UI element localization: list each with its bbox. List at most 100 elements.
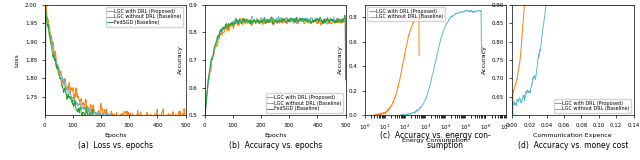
Text: (b)  Accuracy vs. epochs: (b) Accuracy vs. epochs [228,141,322,150]
LGC with DRL (Proposed) [508,114,516,116]
LGC without DRL (Baseline) [339,19,346,20]
LGC with DRL (Proposed) [118,115,125,116]
LGC with DRL (Proposed) [627,4,635,6]
FedSGD (Baseline) [316,16,324,18]
Text: (d)  Accuracy vs. money cost: (d) Accuracy vs. money cost [518,141,628,150]
Y-axis label: Accuracy: Accuracy [481,46,486,74]
FedSGD (Baseline) [42,10,49,12]
LGC without DRL (Baseline) [317,20,324,22]
LGC with DRL (Proposed) [630,4,637,6]
FedSGD (Baseline) [201,114,209,116]
LGC with DRL (Proposed) [608,4,616,6]
LGC with DRL (Proposed) [277,20,285,22]
LGC with DRL (Proposed) [371,114,379,116]
LGC with DRL (Proposed) [371,114,379,116]
LGC with DRL (Proposed) [109,114,116,116]
FedSGD (Baseline) [157,121,164,123]
Line: LGC with DRL (Proposed): LGC with DRL (Proposed) [512,5,634,115]
LGC without DRL (Baseline) [542,4,550,6]
LGC without DRL (Baseline) [109,117,116,119]
LGC with DRL (Proposed) [388,102,396,104]
Line: FedSGD (Baseline): FedSGD (Baseline) [205,15,346,115]
Y-axis label: Loss: Loss [14,53,19,67]
LGC with DRL (Proposed) [285,20,292,22]
LGC with DRL (Proposed) [567,4,575,6]
LGC with DRL (Proposed) [316,22,324,24]
Y-axis label: Accuracy: Accuracy [338,46,343,74]
LGC without DRL (Baseline) [269,17,276,19]
Legend: LGC with DRL (Proposed), LGC without DRL (Baseline), FedSGD (Baseline): LGC with DRL (Proposed), LGC without DRL… [266,93,343,113]
LGC without DRL (Baseline) [424,93,431,95]
Legend: LGC with DRL (Proposed), LGC without DRL (Baseline), FedSGD (Baseline): LGC with DRL (Proposed), LGC without DRL… [106,7,183,27]
LGC with DRL (Proposed) [415,14,422,16]
LGC with DRL (Proposed) [580,4,588,6]
LGC without DRL (Baseline) [508,114,516,116]
FedSGD (Baseline) [179,124,186,126]
LGC with DRL (Proposed) [385,108,393,110]
LGC with DRL (Proposed) [403,42,411,44]
LGC without DRL (Baseline) [201,114,209,116]
X-axis label: Energy Consumption: Energy Consumption [403,138,468,143]
FedSGD (Baseline) [118,127,125,129]
FedSGD (Baseline) [341,14,349,16]
LGC without DRL (Baseline) [456,11,463,13]
LGC without DRL (Baseline) [429,72,437,74]
LGC without DRL (Baseline) [157,116,164,118]
LGC without DRL (Baseline) [407,113,415,115]
LGC without DRL (Baseline) [448,16,456,17]
LGC with DRL (Proposed) [415,54,423,56]
LGC without DRL (Baseline) [108,119,116,121]
LGC with DRL (Proposed) [201,114,209,116]
FedSGD (Baseline) [339,21,346,23]
FedSGD (Baseline) [125,124,133,126]
Text: (a)  Loss vs. epochs: (a) Loss vs. epochs [77,141,153,150]
LGC with DRL (Proposed) [179,112,186,114]
Line: LGC with DRL (Proposed): LGC with DRL (Proposed) [205,17,346,115]
LGC without DRL (Baseline) [397,114,405,116]
LGC without DRL (Baseline) [42,9,49,11]
LGC without DRL (Baseline) [627,4,635,6]
LGC without DRL (Baseline) [278,18,285,20]
Legend: LGC with DRL (Proposed), LGC without DRL (Baseline): LGC with DRL (Proposed), LGC without DRL… [367,7,445,21]
LGC without DRL (Baseline) [118,115,125,117]
LGC without DRL (Baseline) [179,116,186,118]
X-axis label: Epochs: Epochs [264,133,287,138]
LGC without DRL (Baseline) [566,4,574,6]
FedSGD (Baseline) [277,20,285,22]
LGC with DRL (Proposed) [108,112,116,114]
X-axis label: Epochs: Epochs [104,133,127,138]
Y-axis label: Accuracy: Accuracy [178,46,183,74]
LGC with DRL (Proposed) [574,4,582,6]
Line: LGC without DRL (Baseline): LGC without DRL (Baseline) [401,10,481,115]
LGC without DRL (Baseline) [285,21,293,23]
Line: LGC with DRL (Proposed): LGC with DRL (Proposed) [45,0,186,160]
Line: LGC without DRL (Baseline): LGC without DRL (Baseline) [205,16,346,115]
LGC without DRL (Baseline) [461,9,469,11]
LGC without DRL (Baseline) [580,4,588,6]
LGC with DRL (Proposed) [268,22,276,24]
LGC with DRL (Proposed) [42,0,49,1]
FedSGD (Baseline) [342,77,349,79]
FedSGD (Baseline) [109,125,116,127]
LGC with DRL (Proposed) [339,19,346,21]
LGC without DRL (Baseline) [398,114,406,116]
LGC without DRL (Baseline) [125,117,133,119]
Line: LGC with DRL (Proposed): LGC with DRL (Proposed) [375,15,419,115]
Line: FedSGD (Baseline): FedSGD (Baseline) [45,11,186,160]
LGC with DRL (Proposed) [269,21,276,23]
LGC with DRL (Proposed) [324,16,332,18]
LGC without DRL (Baseline) [248,15,255,17]
LGC with DRL (Proposed) [399,63,406,64]
LGC with DRL (Proposed) [566,4,574,6]
X-axis label: Communication Expence: Communication Expence [534,133,612,138]
LGC without DRL (Baseline) [456,12,463,13]
FedSGD (Baseline) [269,21,276,23]
LGC without DRL (Baseline) [268,19,276,21]
LGC without DRL (Baseline) [477,52,485,54]
LGC with DRL (Proposed) [125,113,133,115]
LGC without DRL (Baseline) [630,4,637,6]
Line: LGC without DRL (Baseline): LGC without DRL (Baseline) [512,5,634,115]
LGC with DRL (Proposed) [520,4,528,6]
Text: (c)  Accuracy vs. energy con-
        sumption: (c) Accuracy vs. energy con- sumption [380,131,491,150]
LGC without DRL (Baseline) [608,4,616,6]
